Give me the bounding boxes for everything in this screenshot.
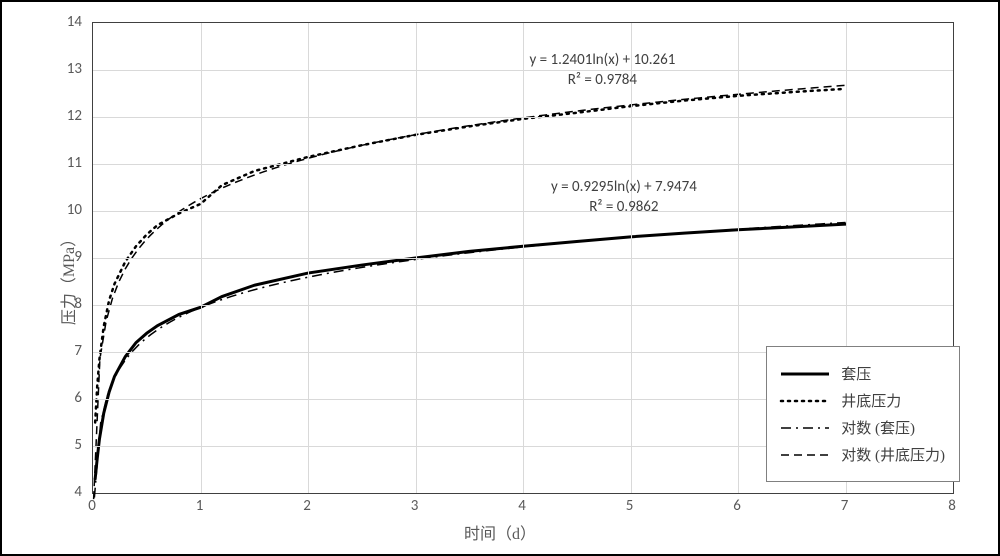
x-tick: 0: [88, 497, 96, 515]
legend-label: 井底压力: [841, 390, 901, 411]
legend-label: 套压: [841, 363, 871, 384]
fit-annotation-top: y = 1.2401ln(x) + 10.261 R² = 0.9784: [530, 50, 676, 91]
x-tick: 4: [518, 497, 526, 515]
legend-item: 套压: [779, 363, 945, 384]
y-tick: 8: [2, 295, 82, 313]
fit-eq-bot: y = 0.9295ln(x) + 7.9474: [551, 178, 697, 196]
y-tick: 13: [2, 60, 82, 78]
legend-label: 对数 (井底压力): [841, 444, 945, 465]
legend-item: 对数 (套压): [779, 417, 945, 438]
x-tick: 7: [841, 497, 849, 515]
x-tick: 1: [196, 497, 204, 515]
fit-r2-top: R² = 0.9784: [568, 71, 637, 89]
y-tick: 14: [2, 13, 82, 31]
x-tick: 2: [303, 497, 311, 515]
x-tick: 5: [626, 497, 634, 515]
legend-item: 对数 (井底压力): [779, 444, 945, 465]
y-tick: 9: [2, 248, 82, 266]
y-tick: 12: [2, 107, 82, 125]
y-tick: 10: [2, 201, 82, 219]
y-tick: 4: [2, 483, 82, 501]
x-tick: 8: [948, 497, 956, 515]
y-tick: 6: [2, 389, 82, 407]
x-axis-label: 时间（d）: [464, 520, 536, 544]
pressure-time-chart: 时间（d） 压力（MPa） y = 1.2401ln(x) + 10.261 R…: [0, 0, 1000, 556]
fit-eq-top: y = 1.2401ln(x) + 10.261: [530, 51, 676, 69]
y-tick: 11: [2, 154, 82, 172]
fit-annotation-bottom: y = 0.9295ln(x) + 7.9474 R² = 0.9862: [551, 177, 697, 218]
legend-label: 对数 (套压): [841, 417, 915, 438]
x-tick: 6: [733, 497, 741, 515]
fit-r2-bot: R² = 0.9862: [589, 198, 658, 216]
legend-item: 井底压力: [779, 390, 945, 411]
y-tick: 5: [2, 436, 82, 454]
legend-box: 套压井底压力对数 (套压) 对数 (井底压力): [766, 346, 960, 482]
x-tick: 3: [411, 497, 419, 515]
y-tick: 7: [2, 342, 82, 360]
